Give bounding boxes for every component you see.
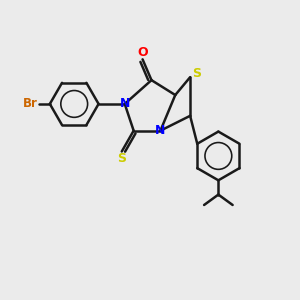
Text: S: S — [192, 67, 201, 80]
Text: N: N — [119, 98, 130, 110]
Text: O: O — [137, 46, 148, 59]
Text: N: N — [155, 124, 166, 137]
Text: Br: Br — [23, 98, 38, 110]
Text: S: S — [117, 152, 126, 164]
